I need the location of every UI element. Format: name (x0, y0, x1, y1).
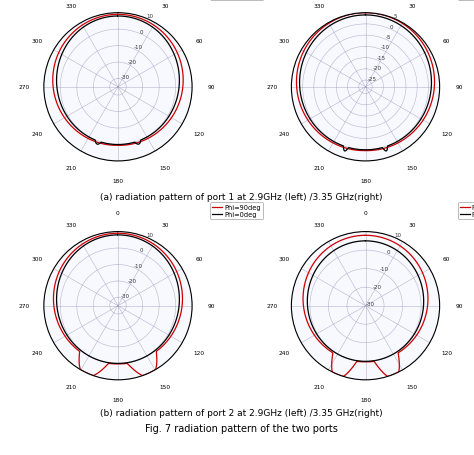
Text: (b) radiation pattern of port 2 at 2.9GHz (left) /3.35 GHz(right): (b) radiation pattern of port 2 at 2.9GH… (100, 408, 383, 417)
Phi=0deg (73, 344, 79, 349)
Phi=90deg (163, 253, 169, 258)
Phi=90deg (164, 34, 169, 40)
Phi=90deg (178, 95, 184, 100)
Phi=0deg (362, 13, 368, 19)
Phi=90deg (371, 11, 377, 17)
Phi=90deg (363, 359, 368, 365)
Phi=0deg (362, 238, 368, 244)
Line: Phi=0deg: Phi=0deg (56, 235, 179, 364)
Phi=0deg (115, 233, 120, 238)
Phi=0deg (66, 117, 72, 122)
Phi=0deg (73, 125, 79, 131)
Phi=90deg (177, 313, 183, 318)
Phi=90deg (362, 233, 368, 238)
Phi=0deg (123, 15, 129, 20)
Phi=90deg (115, 231, 121, 237)
Phi=0deg (371, 14, 376, 19)
Phi=90deg (307, 121, 313, 126)
Phi=90deg (115, 143, 121, 149)
Line: Phi=90deg: Phi=90deg (53, 15, 183, 146)
Phi=0deg (66, 335, 72, 341)
Phi=90deg (123, 232, 129, 237)
Legend: Phi=90deg, Phi=0deg: Phi=90deg, Phi=0deg (210, 0, 263, 1)
Line: Phi=0deg: Phi=0deg (300, 16, 431, 152)
Phi=90deg (115, 231, 120, 237)
Phi=90deg (71, 344, 77, 349)
Phi=0deg (428, 73, 434, 79)
Phi=90deg (64, 336, 70, 341)
Phi=90deg (115, 361, 121, 367)
Phi=0deg (162, 36, 167, 42)
Phi=0deg (315, 334, 321, 339)
Phi=0deg (123, 233, 129, 238)
Phi=0deg (370, 239, 376, 244)
Line: Phi=0deg: Phi=0deg (56, 17, 179, 145)
Phi=0deg (363, 148, 368, 153)
Phi=0deg (115, 142, 121, 148)
Phi=0deg (309, 120, 315, 125)
Phi=0deg (419, 312, 425, 318)
Phi=0deg (363, 238, 368, 244)
Phi=0deg (317, 129, 322, 134)
Phi=90deg (410, 254, 415, 260)
Line: Phi=90deg: Phi=90deg (54, 234, 182, 376)
Phi=0deg (115, 14, 120, 20)
Phi=90deg (115, 13, 120, 18)
Phi=90deg (363, 11, 368, 16)
Line: Phi=90deg: Phi=90deg (303, 236, 428, 377)
Phi=0deg (115, 14, 121, 20)
Phi=90deg (371, 233, 376, 239)
Phi=0deg (406, 258, 411, 263)
Phi=90deg (431, 73, 437, 78)
Text: Fig. 7 radiation pattern of the two ports: Fig. 7 radiation pattern of the two port… (146, 423, 338, 433)
Phi=0deg (322, 342, 328, 347)
Phi=0deg (115, 361, 121, 366)
Phi=90deg (413, 32, 419, 38)
Phi=90deg (320, 343, 326, 348)
Phi=0deg (363, 359, 368, 364)
Legend: Phi=90deg, Phi=0deg: Phi=90deg, Phi=0deg (210, 203, 263, 220)
Line: Phi=0deg: Phi=0deg (307, 241, 424, 362)
Text: (a) radiation pattern of port 1 at 2.9GHz (left) /3.35 GHz(right): (a) radiation pattern of port 1 at 2.9GH… (100, 192, 383, 201)
Phi=0deg (115, 233, 121, 238)
Legend: Phi=90deg, Phi=0deg: Phi=90deg, Phi=0deg (458, 0, 474, 1)
Phi=0deg (176, 293, 182, 298)
Legend: Phi=90deg, Phi=0deg: Phi=90deg, Phi=0deg (458, 203, 474, 220)
Phi=0deg (420, 293, 426, 298)
Phi=90deg (423, 313, 428, 318)
Line: Phi=90deg: Phi=90deg (296, 14, 435, 151)
Phi=90deg (153, 367, 158, 373)
Phi=90deg (313, 335, 319, 340)
Phi=90deg (430, 96, 436, 101)
Phi=90deg (180, 292, 185, 298)
Phi=90deg (64, 118, 69, 124)
Phi=0deg (174, 94, 180, 100)
Phi=0deg (174, 313, 180, 318)
Phi=90deg (180, 73, 186, 79)
Phi=90deg (396, 369, 401, 375)
Phi=0deg (363, 13, 368, 19)
Phi=90deg (425, 292, 431, 298)
Phi=0deg (176, 74, 182, 80)
Phi=0deg (162, 255, 167, 260)
Phi=90deg (123, 13, 129, 19)
Phi=0deg (427, 95, 433, 101)
Phi=90deg (362, 11, 368, 16)
Phi=90deg (363, 148, 368, 154)
Phi=90deg (363, 233, 368, 238)
Phi=90deg (71, 126, 77, 132)
Phi=90deg (115, 13, 121, 18)
Phi=90deg (315, 130, 321, 136)
Phi=0deg (410, 35, 416, 40)
